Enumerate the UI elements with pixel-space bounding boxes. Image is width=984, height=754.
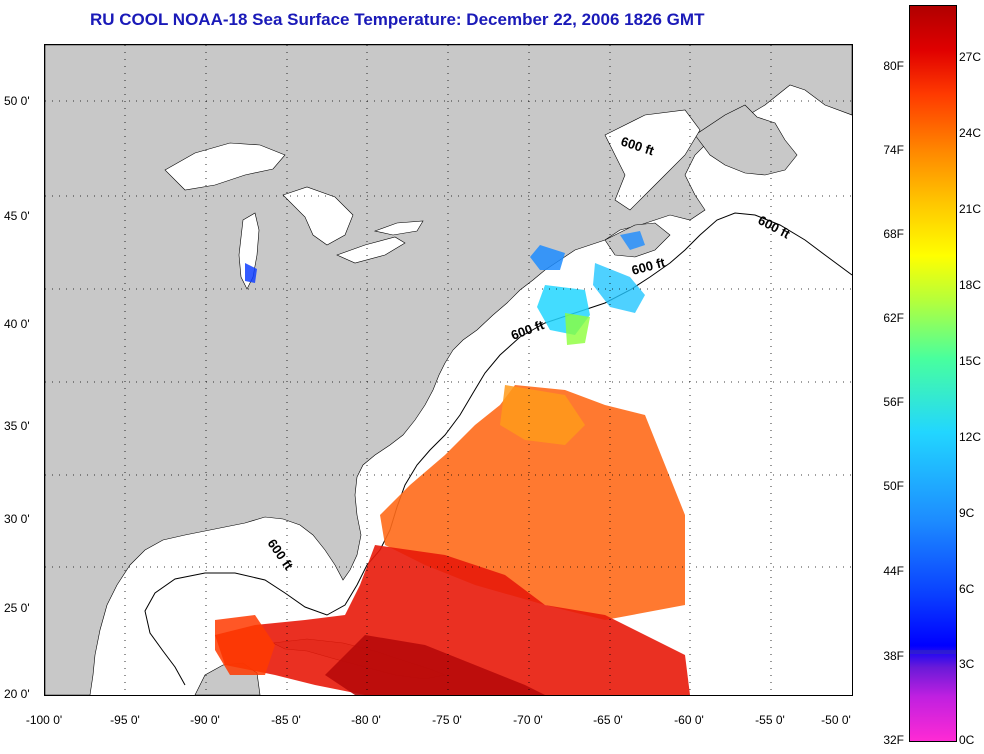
lat-label: 25 0'	[4, 601, 30, 615]
colorbar-f-label: 38F	[883, 649, 904, 663]
lat-label: 40 0'	[4, 317, 30, 331]
colorbar-c-label: 3C	[959, 657, 975, 671]
colorbar-c-label: 21C	[959, 202, 982, 216]
land-newfoundland	[694, 104, 798, 176]
contour-label-2: 600 ft	[756, 212, 794, 242]
colorbar-f-label: 50F	[883, 479, 904, 493]
lon-label: -55 0'	[755, 713, 785, 727]
lon-label: -50 0'	[821, 713, 851, 727]
lon-label: -70 0'	[513, 713, 543, 727]
lon-label: -65 0'	[593, 713, 623, 727]
contour-label-4: 600 ft	[509, 317, 547, 343]
lat-label: 30 0'	[4, 512, 30, 526]
temperature-colorbar	[909, 5, 957, 742]
map-title: RU COOL NOAA-18 Sea Surface Temperature:…	[90, 10, 705, 29]
map-canvas: 600 ft 600 ft 600 ft 600 ft 600 ft	[45, 45, 852, 695]
sst-cool-patches	[245, 231, 645, 345]
lon-label: -75 0'	[432, 713, 462, 727]
lon-label: -90 0'	[190, 713, 220, 727]
colorbar-c-label: 0C	[959, 733, 975, 747]
lake-ontario	[373, 220, 424, 236]
lon-label: -60 0'	[674, 713, 704, 727]
colorbar-divider	[910, 650, 956, 654]
colorbar-f-label: 80F	[883, 59, 904, 73]
colorbar-c-label: 15C	[959, 354, 982, 368]
contour-label-3: 600 ft	[630, 254, 667, 277]
colorbar-c-label: 27C	[959, 50, 982, 64]
lon-label: -95 0'	[110, 713, 140, 727]
lat-label: 35 0'	[4, 419, 30, 433]
colorbar-c-label: 12C	[959, 430, 982, 444]
colorbar-c-label: 18C	[959, 278, 982, 292]
colorbar-f-label: 74F	[883, 143, 904, 157]
lat-label: 20 0'	[4, 687, 30, 701]
lat-label: 45 0'	[4, 209, 30, 223]
colorbar-c-label: 9C	[959, 506, 975, 520]
lon-label: -85 0'	[271, 713, 301, 727]
sst-warm-patches	[215, 385, 690, 695]
colorbar-f-label: 56F	[883, 395, 904, 409]
lake-erie	[336, 236, 406, 264]
depth-contour-600ft	[144, 212, 852, 686]
lake-superior	[164, 142, 286, 191]
contour-label-5: 600 ft	[265, 536, 297, 573]
gulf-st-lawrence	[604, 109, 701, 211]
lat-label: 50 0'	[4, 94, 30, 108]
lon-label: -100 0'	[25, 713, 63, 727]
lon-label: -80 0'	[351, 713, 381, 727]
colorbar-f-label: 68F	[883, 227, 904, 241]
land-north-america	[45, 45, 852, 695]
colorbar-c-label: 6C	[959, 582, 975, 596]
sst-map: 600 ft 600 ft 600 ft 600 ft 600 ft	[44, 44, 853, 696]
colorbar-f-label: 62F	[883, 311, 904, 325]
colorbar-f-label: 44F	[883, 564, 904, 578]
colorbar-f-label: 32F	[883, 733, 904, 747]
graticule	[45, 45, 852, 695]
colorbar-c-label: 24C	[959, 126, 982, 140]
lake-huron	[282, 186, 354, 246]
